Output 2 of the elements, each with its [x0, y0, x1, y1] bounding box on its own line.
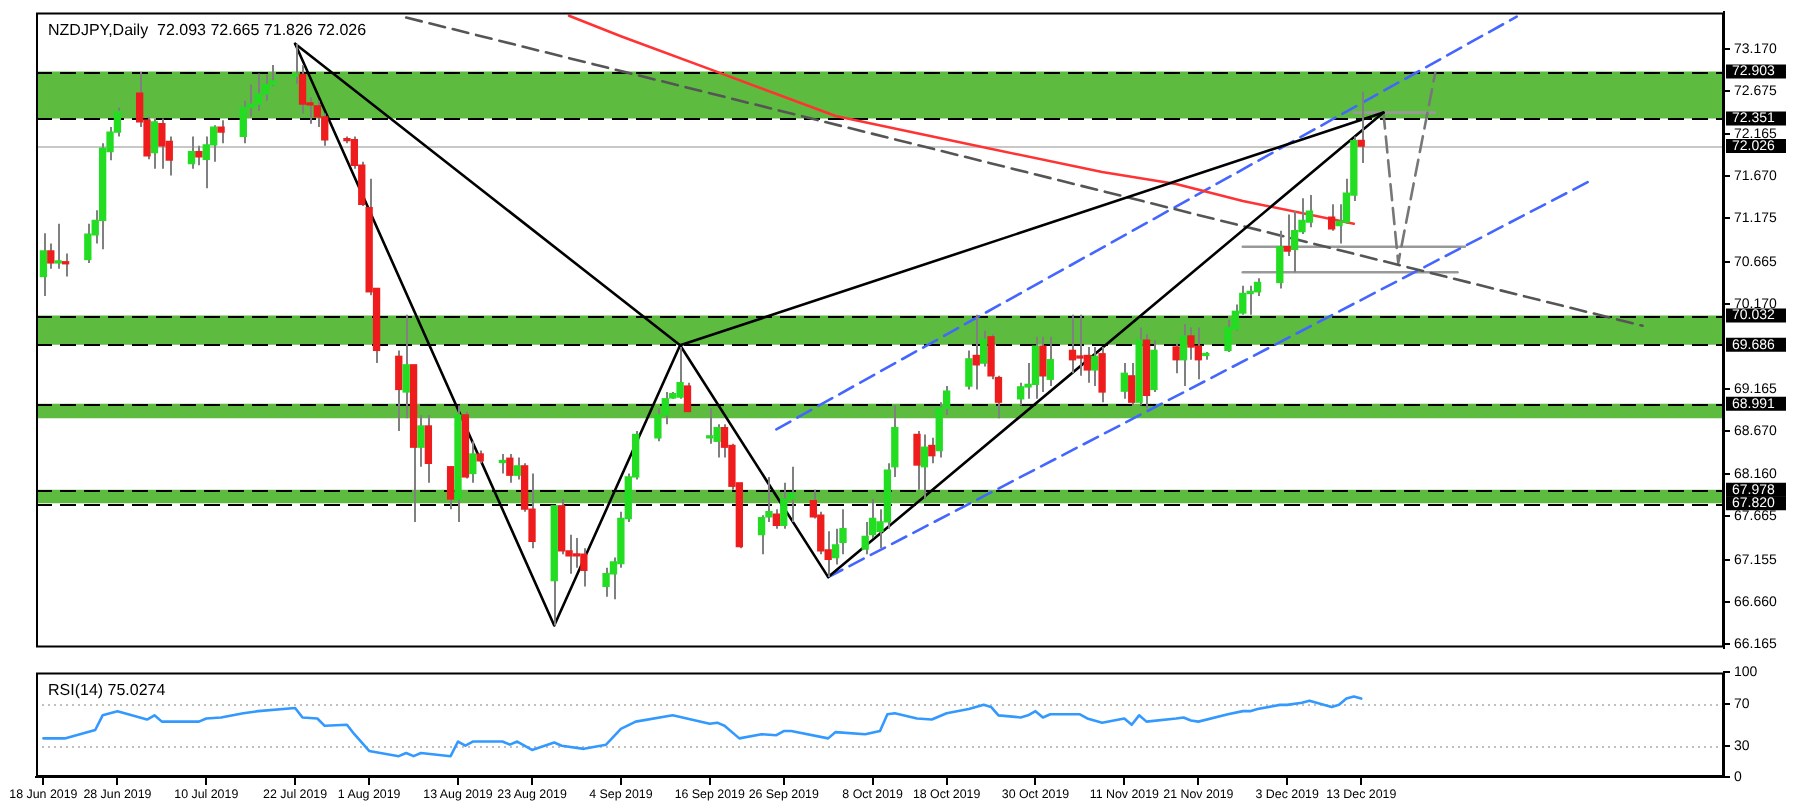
- text: NZDJPY,Daily 72.093 72.665 71.826 72.026: [48, 20, 368, 39]
- text: RSI(14) 75.0274: [48, 680, 167, 699]
